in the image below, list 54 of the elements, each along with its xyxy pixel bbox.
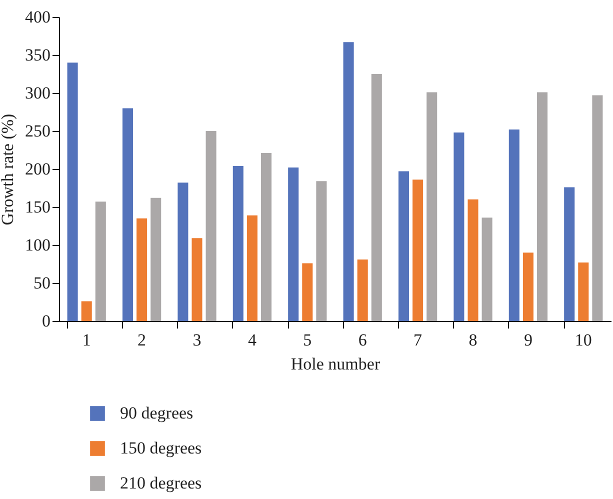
y-tick-label: 300	[25, 84, 50, 102]
bar	[564, 187, 575, 321]
bar	[67, 62, 78, 321]
y-tick-label: 100	[25, 236, 50, 254]
x-tick-label: 4	[248, 330, 257, 350]
bar	[371, 74, 382, 321]
legend-label: 90 degrees	[120, 404, 194, 422]
bar	[592, 95, 603, 321]
x-tick-label: 5	[303, 330, 312, 350]
x-tick-label: 2	[138, 330, 146, 350]
bar	[206, 131, 216, 321]
bar	[357, 259, 368, 321]
bar	[260, 153, 272, 321]
bar	[482, 218, 492, 321]
bar	[536, 92, 548, 321]
bar	[246, 215, 258, 321]
bar	[343, 42, 354, 321]
bar	[81, 301, 92, 321]
bar	[412, 180, 424, 321]
y-tick-label: 400	[25, 8, 50, 26]
x-tick-label: 9	[524, 330, 532, 350]
y-tick-label: 0	[42, 312, 50, 330]
bar	[302, 263, 313, 321]
x-tick-label: 10	[574, 330, 592, 350]
bar	[454, 132, 464, 321]
bar	[508, 129, 520, 321]
y-tick-label: 250	[25, 122, 50, 140]
x-tick-label: 8	[468, 330, 478, 350]
y-tick-label: 350	[25, 46, 50, 64]
bar	[398, 171, 410, 321]
y-tick-label: 200	[25, 160, 50, 178]
y-axis-title: Growth rate (%)	[0, 114, 17, 226]
legend-label: 210 degrees	[120, 474, 202, 492]
bar	[192, 238, 202, 321]
bar	[232, 166, 244, 321]
x-tick-label: 7	[414, 330, 423, 350]
x-axis-title: Hole number	[290, 354, 380, 374]
bar	[468, 199, 478, 321]
x-tick-label: 6	[358, 330, 367, 350]
bar	[426, 92, 438, 321]
bar	[136, 218, 148, 321]
bar	[122, 108, 134, 321]
bar	[95, 202, 106, 321]
bar	[150, 198, 162, 321]
bar	[522, 252, 534, 321]
y-tick-label: 50	[34, 274, 50, 292]
bar	[288, 167, 299, 321]
bar	[578, 262, 589, 321]
bar	[178, 182, 188, 321]
legend-label: 150 degrees	[120, 438, 202, 458]
bar	[316, 181, 327, 321]
y-tick-label: 150	[25, 198, 50, 216]
x-tick-label: 1	[82, 330, 91, 350]
x-tick-label: 3	[192, 330, 202, 350]
